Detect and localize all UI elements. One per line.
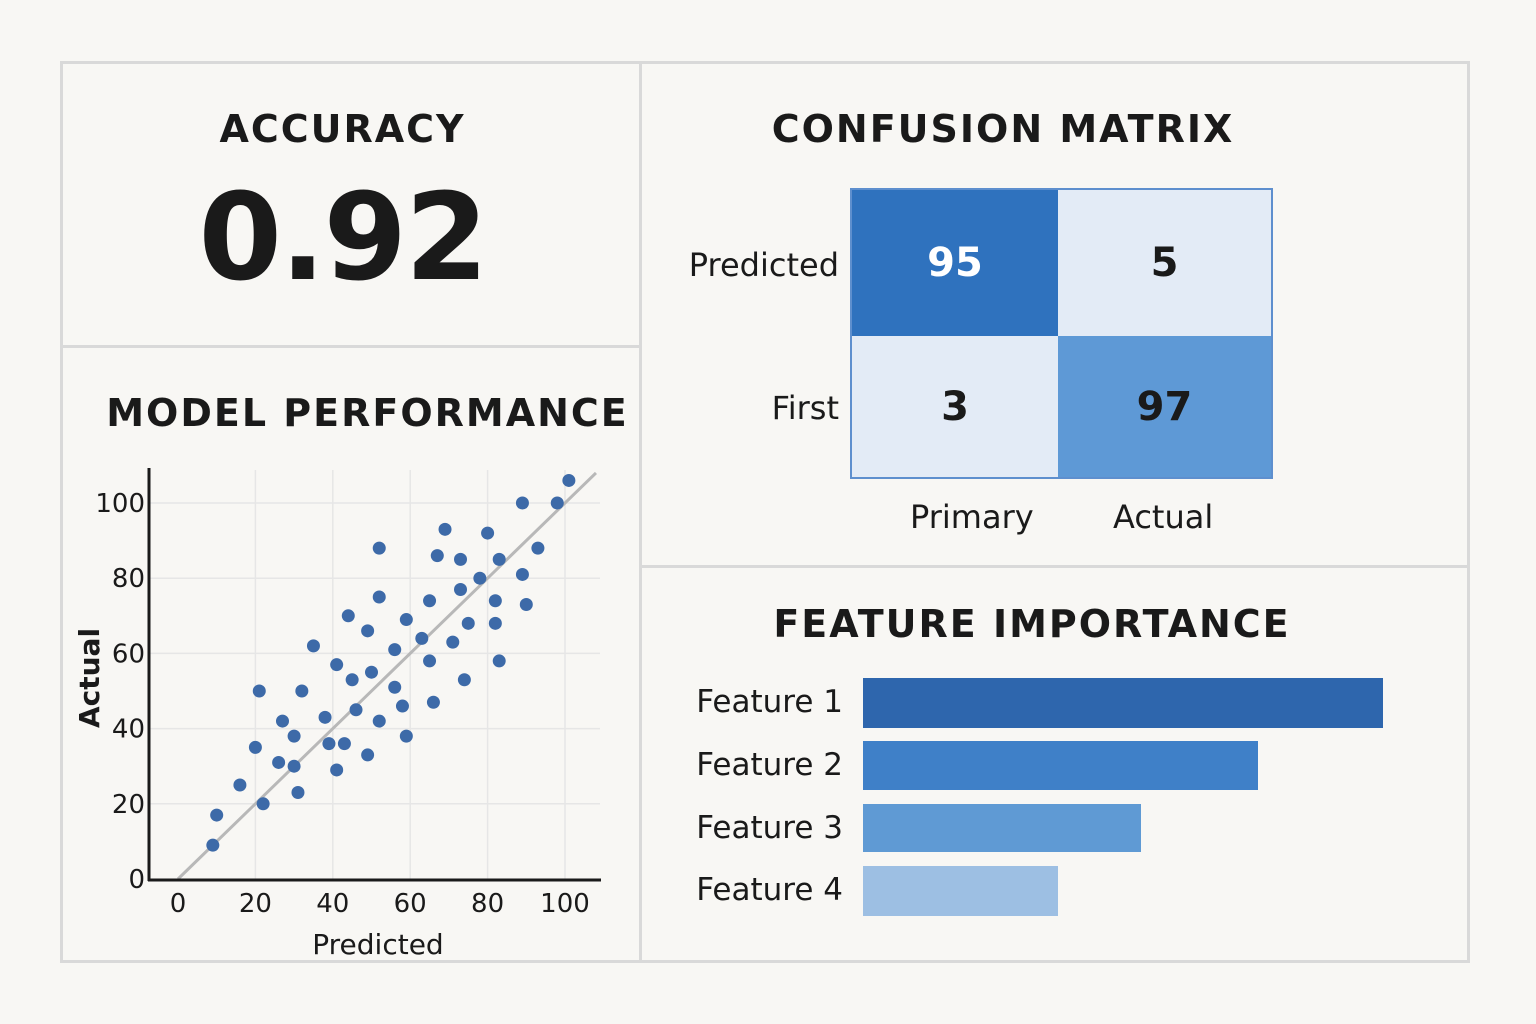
feature-label: Feature 3 — [696, 810, 843, 846]
divider-right-horizontal — [641, 565, 1470, 568]
feature-importance-title: FEATURE IMPORTANCE — [773, 602, 1291, 646]
accuracy-value: 0.92 — [198, 169, 488, 308]
accuracy-title: ACCURACY — [219, 107, 466, 151]
feature-bar — [863, 804, 1142, 852]
confusion-matrix-title: CONFUSION MATRIX — [771, 107, 1235, 151]
cm-cell-0-1: 5 — [1058, 190, 1271, 336]
cm-col-label-1: Actual — [1113, 498, 1214, 536]
model-performance-title: MODEL PERFORMANCE — [106, 391, 629, 435]
confusion-matrix-grid: 95 5 3 97 — [850, 188, 1273, 479]
cm-cell-1-1: 97 — [1058, 336, 1271, 477]
cm-col-label-0: Primary — [910, 498, 1034, 536]
cm-cell-0-0: 95 — [852, 190, 1058, 336]
feature-label: Feature 4 — [696, 872, 843, 908]
feature-importance-panel: FEATURE IMPORTANCE Feature 1 Feature 2 Fea… — [641, 568, 1470, 963]
dashboard-frame — [60, 61, 1470, 963]
accuracy-panel: ACCURACY 0.92 — [60, 61, 640, 346]
feature-bar — [863, 866, 1058, 916]
divider-vertical — [639, 61, 642, 963]
cm-row-label-1: First — [771, 389, 839, 427]
divider-left-horizontal — [60, 345, 641, 348]
feature-label: Feature 2 — [696, 747, 843, 783]
cm-cell-1-0: 3 — [852, 336, 1058, 477]
cm-row-label-0: Predicted — [688, 246, 839, 284]
feature-label: Feature 1 — [696, 684, 843, 720]
feature-bar — [863, 741, 1259, 790]
confusion-matrix-panel: CONFUSION MATRIX Predicted First 95 5 3 … — [641, 61, 1470, 566]
feature-bar — [863, 678, 1383, 728]
model-performance-panel: MODEL PERFORMANCE — [60, 348, 640, 963]
